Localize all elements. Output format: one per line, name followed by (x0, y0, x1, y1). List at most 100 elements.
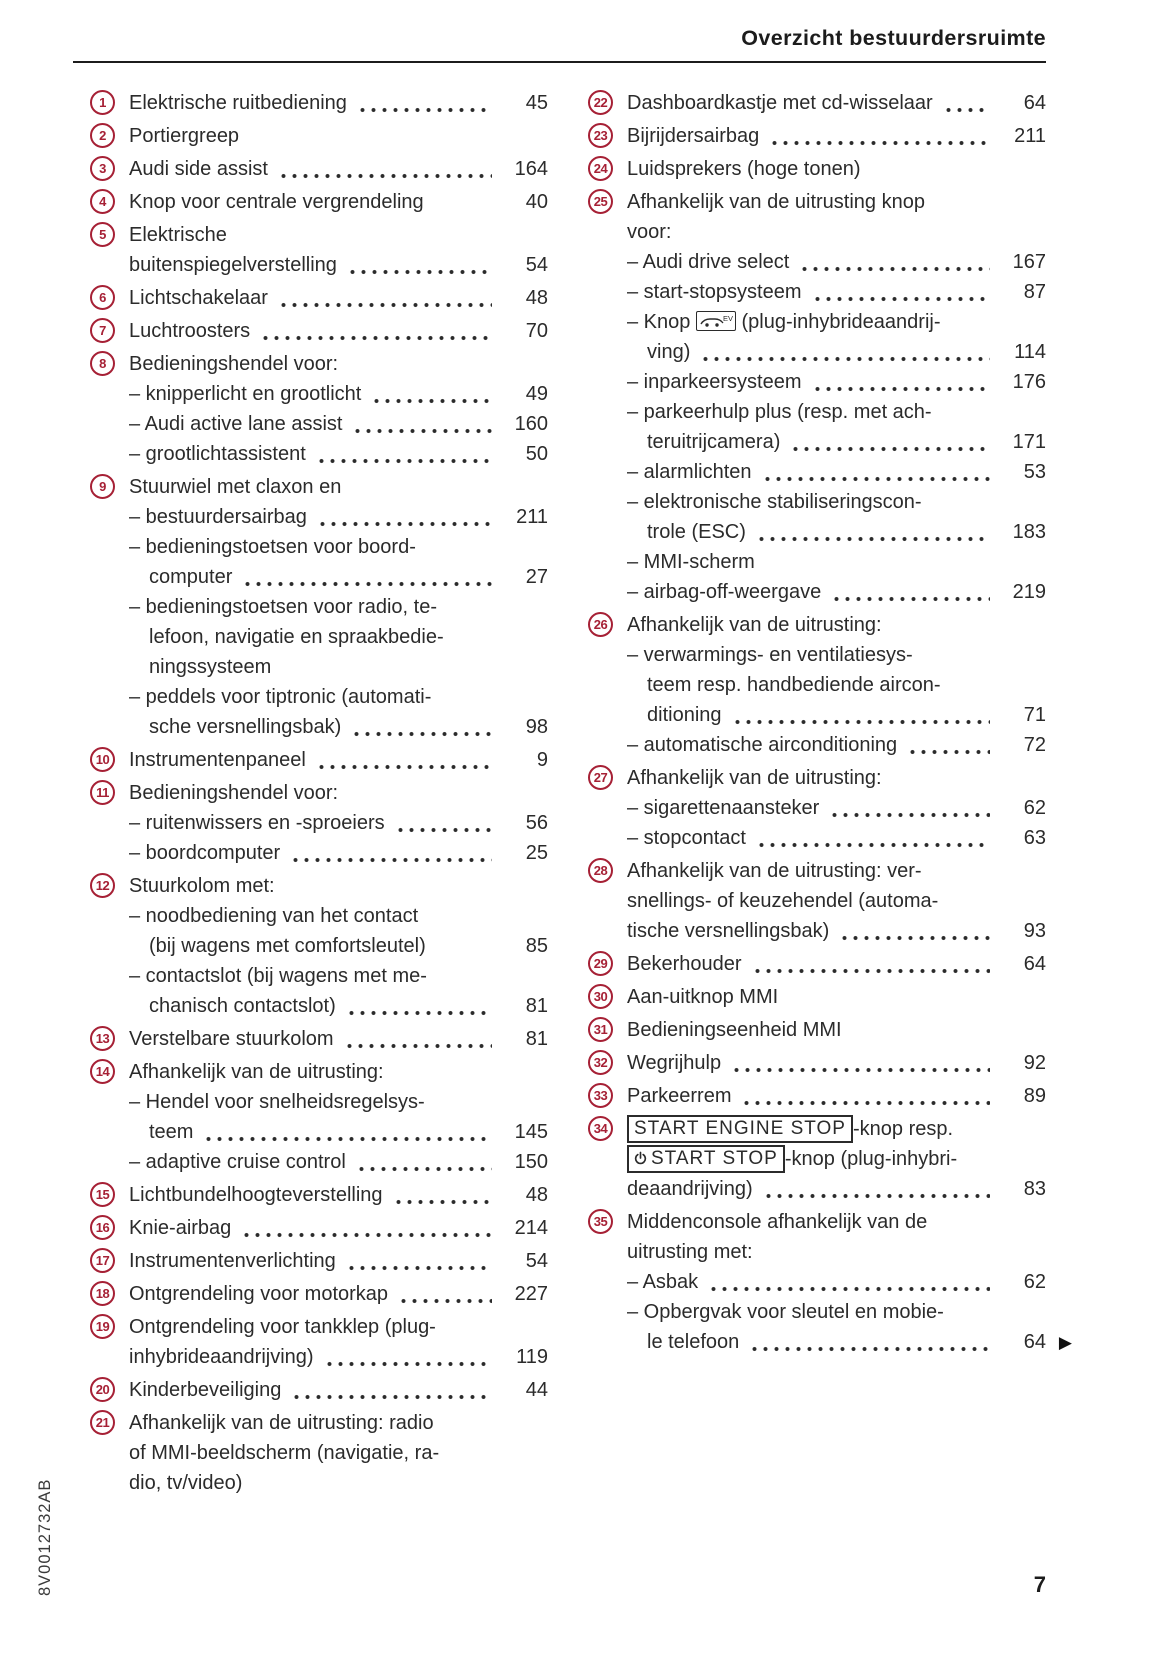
toc-item: 7 Luchtroosters 70 (90, 316, 548, 346)
item-label: – stopcontact (627, 827, 746, 849)
item-label: chanisch contactslot) (149, 995, 336, 1017)
toc-row: – contactslot (bij wagens met me- (129, 961, 548, 991)
toc-row: ningssysteem (129, 652, 548, 682)
toc-item: 33 Parkeerrem 89 (588, 1081, 1046, 1111)
toc-row: dio, tv/video) (129, 1468, 548, 1498)
toc-row: – Asbak 62 (627, 1267, 1046, 1297)
item-number-badge: 7 (90, 318, 115, 343)
toc-row: Verstelbare stuurkolom 81 (129, 1024, 548, 1054)
item-label: – airbag-off-weergave (627, 581, 822, 603)
item-number-column: 9 (90, 472, 129, 742)
dot-leader (751, 949, 990, 979)
item-label: – Audi drive select (627, 251, 790, 273)
item-number-column: 23 (588, 121, 627, 151)
page-ref: 160 (514, 413, 548, 435)
dot-leader (351, 712, 492, 742)
item-number-column: 1 (90, 88, 129, 118)
toc-item: 26 Afhankelijk van de uitrusting: – verwar… (588, 610, 1046, 760)
item-number-column: 4 (90, 187, 129, 217)
page-ref: 83 (1023, 1178, 1046, 1200)
page-ref: 214 (514, 1217, 548, 1239)
toc-row: tische versnellingsbak) 93 (627, 916, 1046, 946)
toc-item: 19 Ontgrendeling voor tankklep (plug-inhy… (90, 1312, 548, 1372)
page-ref: 56 (525, 812, 548, 834)
dot-leader (323, 1342, 492, 1372)
page-ref: 211 (516, 506, 548, 528)
page-ref: 62 (1023, 1271, 1046, 1293)
item-label: Luchtroosters (129, 320, 251, 342)
toc-row: chanisch contactslot) 81 (129, 991, 548, 1021)
item-label: voor: (627, 221, 672, 243)
toc-row: ditioning 71 (627, 700, 1046, 730)
dot-leader (755, 517, 990, 547)
item-number-column: 10 (90, 745, 129, 775)
item-label: – Knop EV (plug-inhybrideaandrij- (627, 311, 941, 333)
item-label: ningssysteem (149, 656, 272, 678)
page-ref: 72 (1023, 734, 1046, 756)
item-number-column: 35 (588, 1207, 627, 1357)
item-number-badge: 9 (90, 474, 115, 499)
item-number-column: 6 (90, 283, 129, 313)
dot-leader (741, 1081, 990, 1111)
page-ref: 167 (1012, 251, 1046, 273)
dot-leader (839, 916, 990, 946)
item-label: Bedieningshendel voor: (129, 782, 339, 804)
item-number-badge: 25 (588, 189, 613, 214)
toc-item: 13 Verstelbare stuurkolom 81 (90, 1024, 548, 1054)
toc-item: 35 Middenconsole afhankelijk van de uitrus… (588, 1207, 1072, 1357)
item-label: – bestuurdersairbag (129, 506, 307, 528)
dot-leader (355, 1147, 492, 1177)
item-label: Elektrische ruitbediening (129, 92, 347, 114)
item-label: – grootlichtassistent (129, 443, 306, 465)
item-number-column: 28 (588, 856, 627, 946)
item-number-column: 13 (90, 1024, 129, 1054)
item-label: – Asbak (627, 1271, 699, 1293)
dot-leader (811, 367, 990, 397)
toc-row: – Audi drive select 167 (627, 247, 1046, 277)
toc-row: – parkeerhulp plus (resp. met ach- (627, 397, 1046, 427)
toc-item: 31 Bedieningseenheid MMI (588, 1015, 1046, 1045)
toc-row: Elektrische ruitbediening 45 (129, 88, 548, 118)
dot-leader (203, 1117, 492, 1147)
toc-row: – Hendel voor snelheidsregelsys- (129, 1087, 548, 1117)
item-label: of MMI-beeldscherm (navigatie, ra- (129, 1442, 440, 1464)
toc-item: 9 Stuurwiel met claxon en – bestuurdersair… (90, 472, 548, 742)
toc-row: START ENGINE STOP -knop resp. (627, 1114, 1046, 1144)
dot-leader (829, 793, 990, 823)
page-ref: 98 (525, 716, 548, 738)
item-label: computer (149, 566, 233, 588)
page-ref: 145 (514, 1121, 548, 1143)
toc-row: – bedieningstoetsen voor boord- (129, 532, 548, 562)
dot-leader (394, 808, 492, 838)
item-label: – ruitenwissers en -sproeiers (129, 812, 385, 834)
item-number-column: 27 (588, 763, 627, 853)
item-label: – parkeerhulp plus (resp. met ach- (627, 401, 932, 423)
dot-leader (315, 745, 492, 775)
svg-text:EV: EV (723, 314, 733, 323)
item-label: tische versnellingsbak) (627, 920, 830, 942)
item-number-column: 5 (90, 220, 129, 280)
item-label: teruitrijcamera) (647, 431, 781, 453)
toc-row: – automatische airconditioning 72 (627, 730, 1046, 760)
toc-row: Lichtbundelhoogteverstelling 48 (129, 1180, 548, 1210)
dot-leader (277, 283, 492, 313)
dot-leader (790, 427, 990, 457)
page-ref: 44 (525, 1379, 548, 1401)
item-number-badge: 33 (588, 1083, 613, 1108)
item-label: Middenconsole afhankelijk van de (627, 1211, 928, 1233)
toc-item: 2 Portiergreep (90, 121, 548, 151)
dot-leader (755, 823, 990, 853)
toc-item: 34 START ENGINE STOP -knop resp. START STOP… (588, 1114, 1046, 1204)
item-label: Instrumentenverlichting (129, 1250, 336, 1272)
toc-row: Stuurwiel met claxon en (129, 472, 548, 502)
dot-leader (907, 730, 990, 760)
dot-leader (769, 121, 990, 151)
toc-row: Bekerhouder 64 (627, 949, 1046, 979)
item-number-column: 32 (588, 1048, 627, 1078)
item-label: – Audi active lane assist (129, 413, 343, 435)
toc-row: – airbag-off-weergave 219 (627, 577, 1046, 607)
page-ref: 211 (1014, 125, 1046, 147)
item-label: Afhankelijk van de uitrusting: ver- (627, 860, 922, 882)
page-ref: 176 (1012, 371, 1046, 393)
toc-row: Kinderbeveiliging 44 (129, 1375, 548, 1405)
